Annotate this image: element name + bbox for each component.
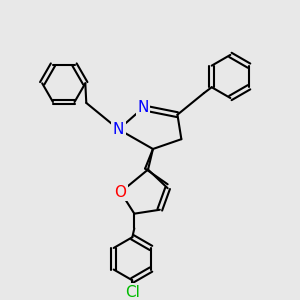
Text: N: N xyxy=(113,122,124,137)
Text: Cl: Cl xyxy=(125,285,140,300)
Text: O: O xyxy=(115,184,127,200)
Text: N: N xyxy=(137,100,149,115)
